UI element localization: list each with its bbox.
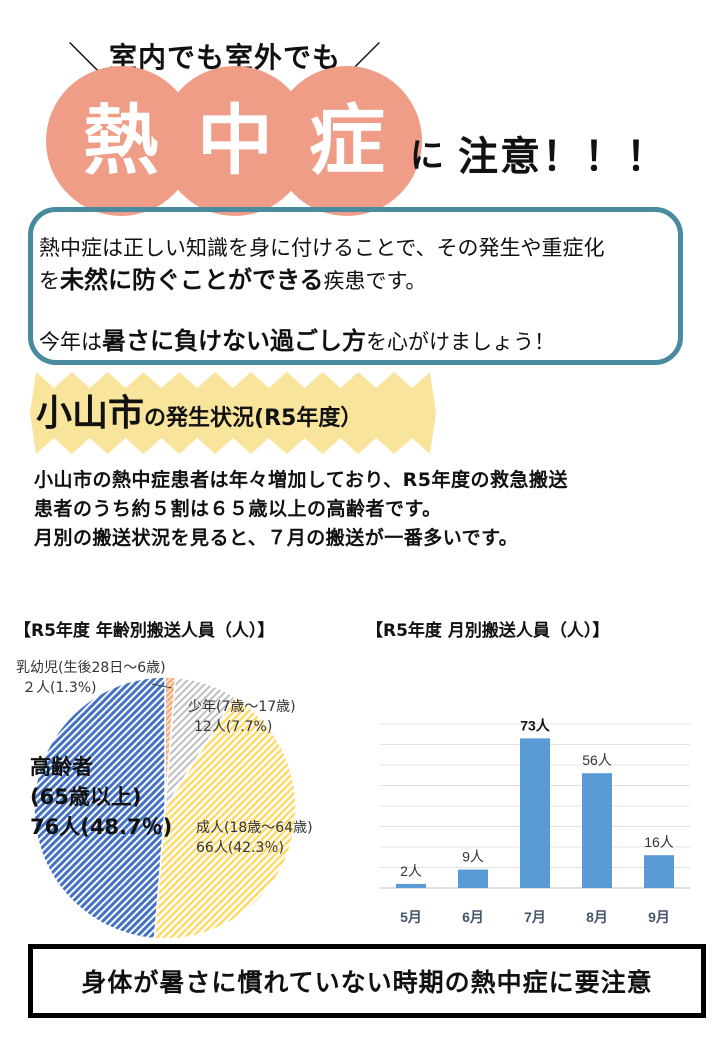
bar-3 xyxy=(520,738,550,888)
bar-value-label: 56人 xyxy=(582,752,612,768)
header-ni: に xyxy=(410,136,444,176)
circle-3 xyxy=(272,66,422,216)
x-tick-label: 5月 xyxy=(400,909,422,925)
bar-value-label: 2人 xyxy=(400,863,422,879)
x-tick-label: 9月 xyxy=(648,909,670,925)
intro-box: 熱中症は正しい知識を身に付けることで、その発生や重症化 を未然に防ぐことができる… xyxy=(28,207,683,365)
description-line-3: 月別の搬送状況を見ると、７月の搬送が一番多いです。 xyxy=(34,527,519,549)
pie-slice-adult xyxy=(153,696,297,940)
bar-5 xyxy=(644,855,674,888)
x-tick-label: 7月 xyxy=(524,909,546,925)
circle-char-3: 症 xyxy=(309,96,385,185)
bar-chart: 2人 9人 73人 56人 16人 5月 6月 7月 8月 9月 xyxy=(380,717,690,925)
pie-label-elderly: 高齢者 (65歳以上) 76人(48.7％) xyxy=(30,755,173,839)
bar-4 xyxy=(582,773,612,888)
pie-label-infant: 乳幼児(生後28日～6歳) ２人(1.3%) xyxy=(16,660,166,696)
x-tick-label: 6月 xyxy=(462,909,484,925)
header-kicker: ＼ 室内でも室外でも ／ xyxy=(60,36,390,80)
bottom-banner: 身体が暑さに慣れていない時期の熱中症に要注意 xyxy=(28,944,706,1018)
infant-leader-line xyxy=(151,683,173,689)
description-line-1: 小山市の熱中症患者は年々増加しており、R5年度の救急搬送 xyxy=(34,469,568,491)
bar-value-label: 9人 xyxy=(462,849,484,865)
section-title: 小山市の発生状況(R5年度） xyxy=(36,393,363,434)
pie-chart-title: 【R5年度 年齢別搬送人員（人）】 xyxy=(14,621,275,641)
pie-chart xyxy=(33,676,297,940)
x-tick-label: 8月 xyxy=(586,909,608,925)
intro-line-1: 熱中症は正しい知識を身に付けることで、その発生や重症化 xyxy=(39,236,605,260)
bar-value-label: 16人 xyxy=(644,834,674,850)
pie-label-adult: 成人(18歳～64歳) 66人(42.3％) xyxy=(196,820,313,856)
pie-slice-elderly xyxy=(33,676,166,940)
circle-char-2: 中 xyxy=(197,96,273,185)
intro-line-2: を未然に防ぐことができる疾患です。 xyxy=(39,266,427,294)
section-starburst xyxy=(30,372,436,454)
header-chuui: 注意！！！ xyxy=(458,134,668,180)
bar-2 xyxy=(458,869,488,888)
bar-chart-title: 【R5年度 月別搬送人員（人）】 xyxy=(366,621,610,641)
bar-1 xyxy=(396,883,426,888)
intro-line-3: 今年は暑さに負けない過ごし方を心がけましょう！ xyxy=(39,327,555,355)
pie-label-youth: 少年(7歳～17歳) 12人(7.7%) xyxy=(188,699,296,735)
description-line-2: 患者のうち約５割は６５歳以上の高齢者です。 xyxy=(34,498,442,520)
bar-value-label: 73人 xyxy=(520,717,551,733)
description: 小山市の熱中症患者は年々増加しており、R5年度の救急搬送 患者のうち約５割は６５… xyxy=(34,466,714,553)
circle-char-1: 熱 xyxy=(83,96,159,185)
